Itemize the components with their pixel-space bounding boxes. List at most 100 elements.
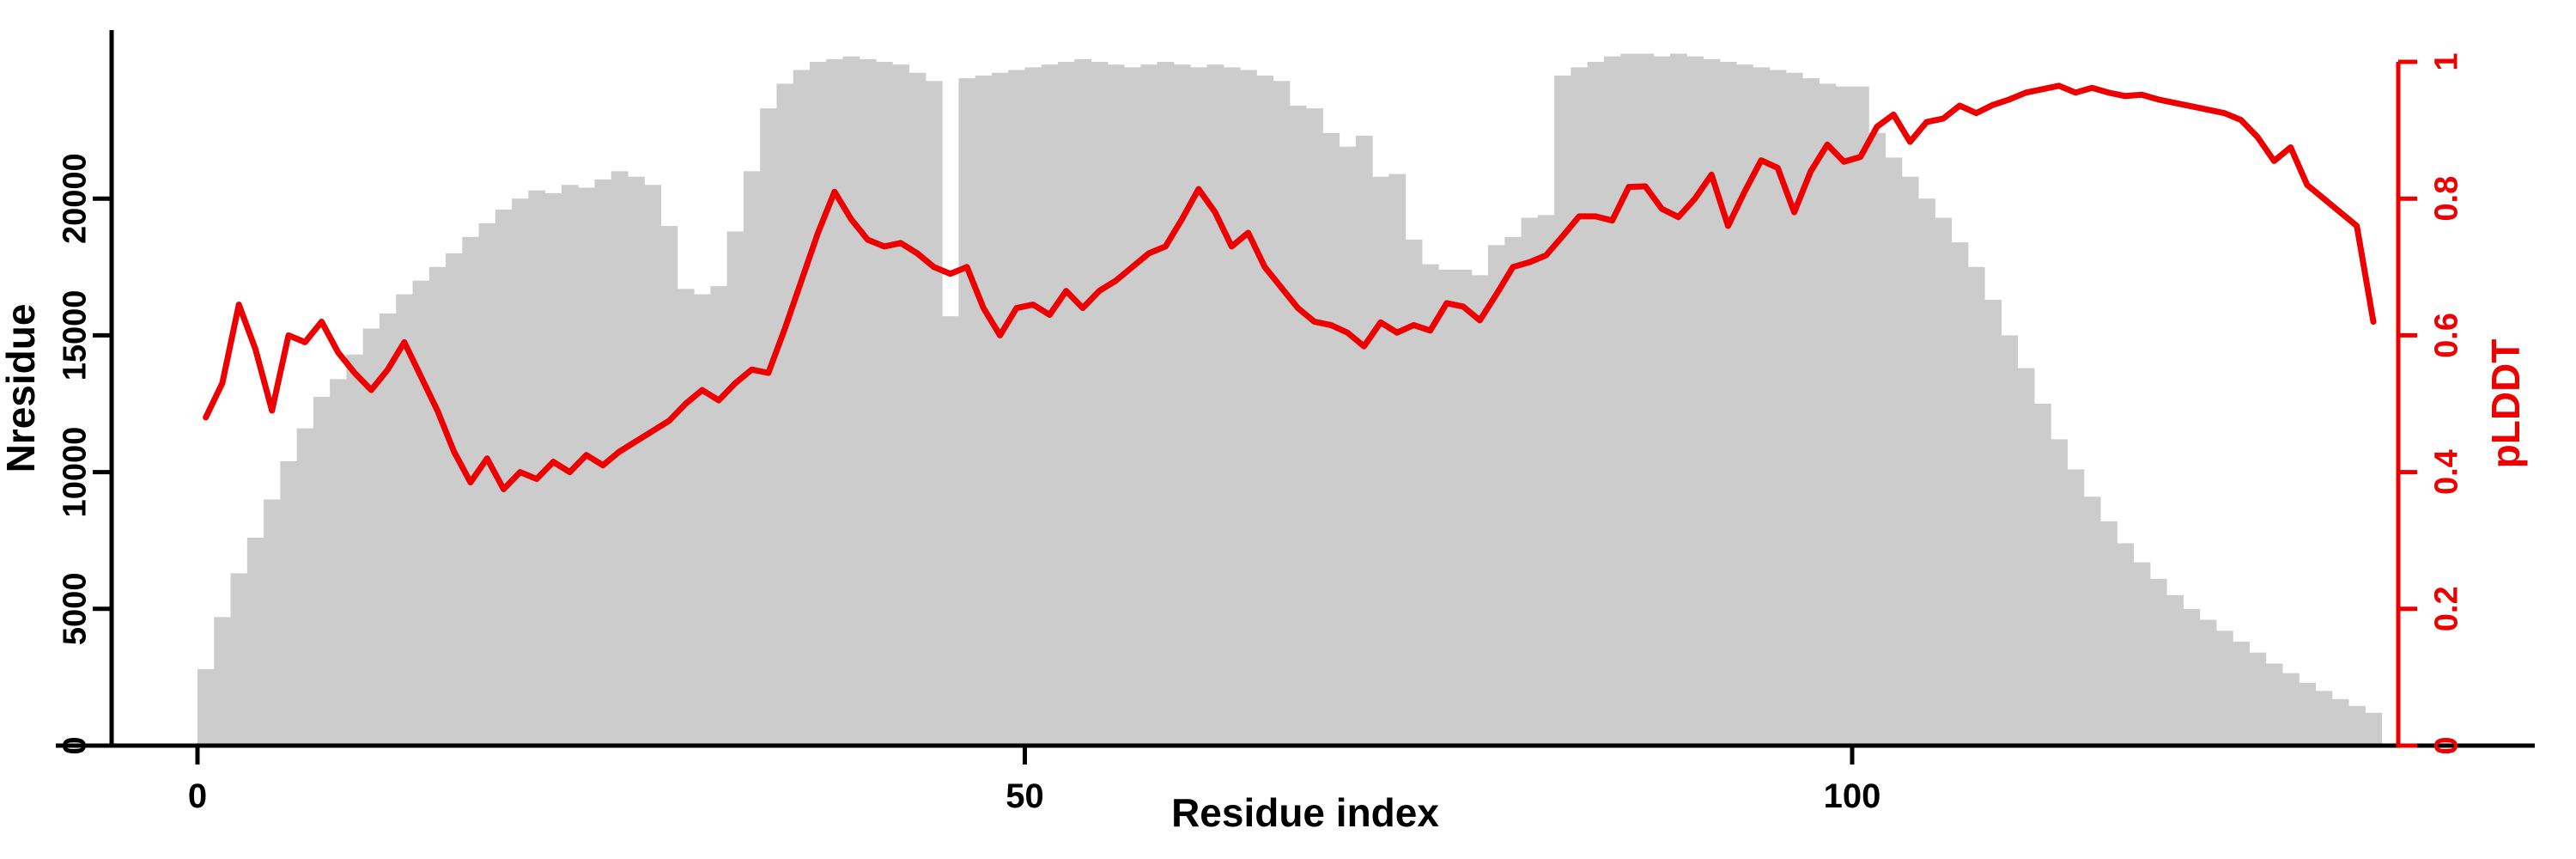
histogram-bar	[1885, 157, 1903, 746]
histogram-bar	[561, 185, 579, 746]
histogram-bar	[1322, 132, 1340, 746]
histogram-bar	[1769, 70, 1787, 746]
right-axis-tick-label: 1	[2428, 52, 2464, 70]
left-axis-tick-label: 5000	[57, 573, 93, 646]
histogram-bar	[528, 190, 546, 746]
histogram-bar	[892, 64, 910, 746]
histogram-bar	[2067, 469, 2085, 746]
plddt-line-path	[203, 82, 2377, 492]
histogram-bar	[428, 266, 447, 746]
histogram-bar	[1405, 239, 1423, 746]
histogram-bar	[2365, 712, 2383, 746]
histogram-bar	[1058, 62, 1075, 746]
histogram-bar	[1587, 62, 1605, 746]
histogram-bar	[544, 192, 562, 746]
histogram-bar	[1868, 132, 1886, 746]
histogram-bar	[1438, 269, 1456, 746]
histogram-bar	[1653, 56, 1671, 746]
histogram-bar	[710, 286, 728, 746]
histogram-bar	[809, 62, 827, 746]
histogram-bar	[1967, 266, 1985, 746]
histogram-bar	[396, 294, 414, 746]
histogram-bar	[2249, 652, 2267, 746]
histogram-bar	[214, 617, 232, 746]
histogram-bar	[760, 108, 777, 746]
histogram-bar	[1620, 53, 1637, 746]
histogram-bar	[2166, 594, 2184, 746]
histogram-bar	[1637, 53, 1655, 746]
histogram-bar	[2133, 562, 2151, 746]
histogram-bar	[1504, 236, 1522, 746]
histogram-bar	[677, 289, 695, 746]
histogram-bar	[1157, 62, 1175, 746]
histogram-bar	[1703, 58, 1721, 746]
histogram-bar	[925, 81, 943, 746]
histogram-bar	[991, 72, 1009, 746]
histogram-bar	[1521, 217, 1539, 746]
histogram-bar	[1488, 245, 1505, 746]
histogram-bar	[246, 538, 264, 746]
histogram-bar	[694, 294, 711, 746]
histogram-bar	[876, 62, 893, 746]
histogram-bar	[1719, 62, 1737, 746]
histogram-bar	[280, 460, 298, 746]
histogram-bar	[1306, 108, 1323, 746]
histogram-bar	[1041, 64, 1059, 746]
histogram-bar	[197, 668, 215, 746]
left-axis-tick-label: 0	[57, 736, 93, 754]
histogram-bar	[2017, 368, 2035, 746]
histogram-bar	[1835, 86, 1853, 746]
plddt-line	[203, 82, 2377, 492]
histogram-bar	[1455, 269, 1473, 746]
histogram-bar	[2348, 705, 2366, 746]
right-axis-tick-label: 0.2	[2428, 586, 2464, 631]
histogram-bar	[2033, 404, 2051, 746]
right-axis-tick-label: 0	[2428, 736, 2464, 754]
histogram-bar	[2100, 521, 2117, 746]
histogram-bar	[2050, 439, 2069, 746]
histogram-bar	[1074, 58, 1092, 746]
histogram-bar	[628, 176, 645, 746]
histogram-bar	[1223, 67, 1241, 746]
histogram-bar	[1753, 67, 1771, 746]
histogram-bar	[1901, 176, 1919, 746]
histogram-bar	[1289, 105, 1307, 746]
histogram-bar	[2282, 673, 2300, 746]
histogram-bar	[908, 72, 927, 746]
histogram-bar	[1537, 215, 1555, 746]
histogram-bar	[1785, 72, 1803, 746]
left-axis-tick-label: 20000	[57, 153, 93, 244]
histogram-bar	[1852, 86, 1869, 746]
histogram-bar	[2215, 631, 2233, 746]
histogram-bar	[826, 58, 844, 746]
histogram-bar	[330, 379, 347, 746]
histogram-bar	[2299, 682, 2317, 746]
histogram-bar	[743, 171, 761, 746]
histogram-bar	[942, 316, 959, 746]
histogram-bar	[1388, 174, 1406, 746]
x-axis-tick-label: 50	[1005, 777, 1044, 815]
histogram-bar	[611, 171, 629, 746]
histogram-bar	[1421, 264, 1439, 746]
histogram-bar	[1984, 300, 2002, 746]
histogram-bar	[1273, 81, 1291, 746]
histogram-bar	[726, 231, 744, 746]
left-axis-tick-label: 10000	[57, 427, 93, 518]
histogram-bar	[1355, 135, 1373, 746]
histogram-bar	[495, 209, 513, 746]
histogram-bar	[2083, 497, 2101, 746]
histogram-bar	[1686, 56, 1704, 746]
histogram-bar	[1951, 242, 1969, 746]
histogram-bar	[644, 185, 662, 746]
histogram-bar	[1554, 75, 1571, 746]
histogram-bar	[346, 354, 364, 746]
histogram-bar	[1603, 56, 1621, 746]
histogram-bar	[1008, 70, 1025, 746]
histogram-bar	[2117, 543, 2135, 746]
nresidue-histogram-bars	[197, 53, 2383, 746]
histogram-bar	[462, 236, 480, 746]
histogram-bar	[1571, 67, 1589, 746]
histogram-bar	[1670, 53, 1687, 746]
x-axis-title: Residue index	[1171, 790, 1439, 835]
